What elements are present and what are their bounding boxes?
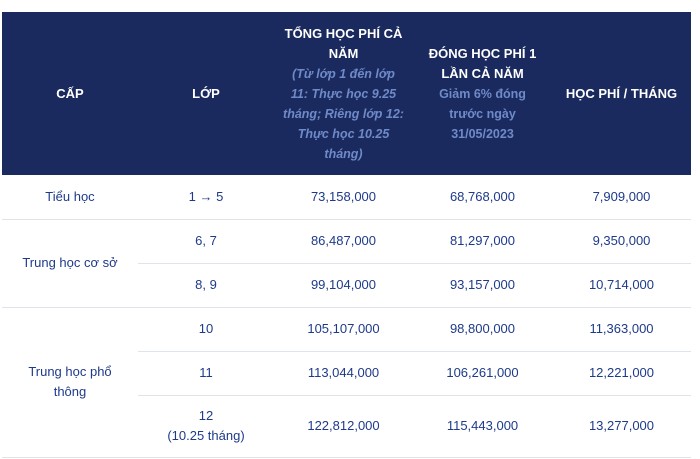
cell-thang: 12,221,000 [552,351,691,396]
cell-lop: 1 → 5 [138,175,274,220]
cell-lop: 12 (10.25 tháng) [138,395,274,458]
cell-lop: 8, 9 [138,263,274,308]
header-cap: CẤP [2,12,138,175]
header-dong-note: Giảm 6% đóng trước ngày 31/05/2023 [439,86,526,141]
cell-tong: 105,107,000 [274,307,413,352]
cell-thang: 9,350,000 [552,219,691,264]
header-thang: HỌC PHÍ / THÁNG [552,12,691,175]
cell-lop-note: (10.25 tháng) [167,428,245,443]
cell-cap-text: Trung học phổ thông [28,364,112,399]
cell-thang: 7,909,000 [552,175,691,220]
cell-dong: 98,800,000 [413,307,552,352]
cell-lop: 6, 7 [138,219,274,264]
header-tong-title: TỔNG HỌC PHÍ CẢ NĂM [284,25,403,61]
table-row: 12 (10.25 tháng) 122,812,000 115,443,000… [2,395,691,458]
table-row: Trung học phổ thông 10 105,107,000 98,80… [2,307,691,458]
header-lop: LỚP [138,12,274,175]
header-tong-note: (Từ lớp 1 đến lớp 11: Thực học 9.25 thán… [283,66,404,161]
cell-dong: 106,261,000 [413,351,552,396]
cell-cap: Trung học phổ thông [2,307,138,458]
header-tong: TỔNG HỌC PHÍ CẢ NĂM (Từ lớp 1 đến lớp 11… [274,12,413,175]
header-row: CẤP LỚP TỔNG HỌC PHÍ CẢ NĂM (Từ lớp 1 đế… [2,12,691,175]
cell-lop: 11 [138,351,274,396]
cell-dong: 68,768,000 [413,175,552,220]
cell-thang: 11,363,000 [552,307,691,352]
cell-tong: 113,044,000 [274,351,413,396]
cell-thang: 13,277,000 [552,395,691,458]
cell-lop: 10 [138,307,274,352]
cell-cap: Trung học cơ sở [2,219,138,308]
table-row: 11 113,044,000 106,261,000 12,221,000 [2,351,691,396]
cell-tong: 73,158,000 [274,175,413,220]
table-row: Trung học cơ sở 6, 7 86,487,000 81,297,0… [2,219,691,308]
cell-thang: 10,714,000 [552,263,691,308]
table-row: Tiểu học 1 → 5 73,158,000 68,768,000 7,9… [2,175,691,220]
header-dong: ĐÓNG HỌC PHÍ 1 LẦN CẢ NĂM Giảm 6% đóng t… [413,12,552,175]
header-dong-title: ĐÓNG HỌC PHÍ 1 LẦN CẢ NĂM [428,45,537,81]
tuition-table: CẤP LỚP TỔNG HỌC PHÍ CẢ NĂM (Từ lớp 1 đế… [2,12,691,458]
table-row: 8, 9 99,104,000 93,157,000 10,714,000 [2,263,691,308]
cell-tong: 122,812,000 [274,395,413,458]
cell-dong: 115,443,000 [413,395,552,458]
cell-cap: Tiểu học [2,175,138,220]
cell-tong: 86,487,000 [274,219,413,264]
cell-dong: 93,157,000 [413,263,552,308]
cell-lop-grade: 12 [198,408,214,423]
cell-tong: 99,104,000 [274,263,413,308]
cell-dong: 81,297,000 [413,219,552,264]
